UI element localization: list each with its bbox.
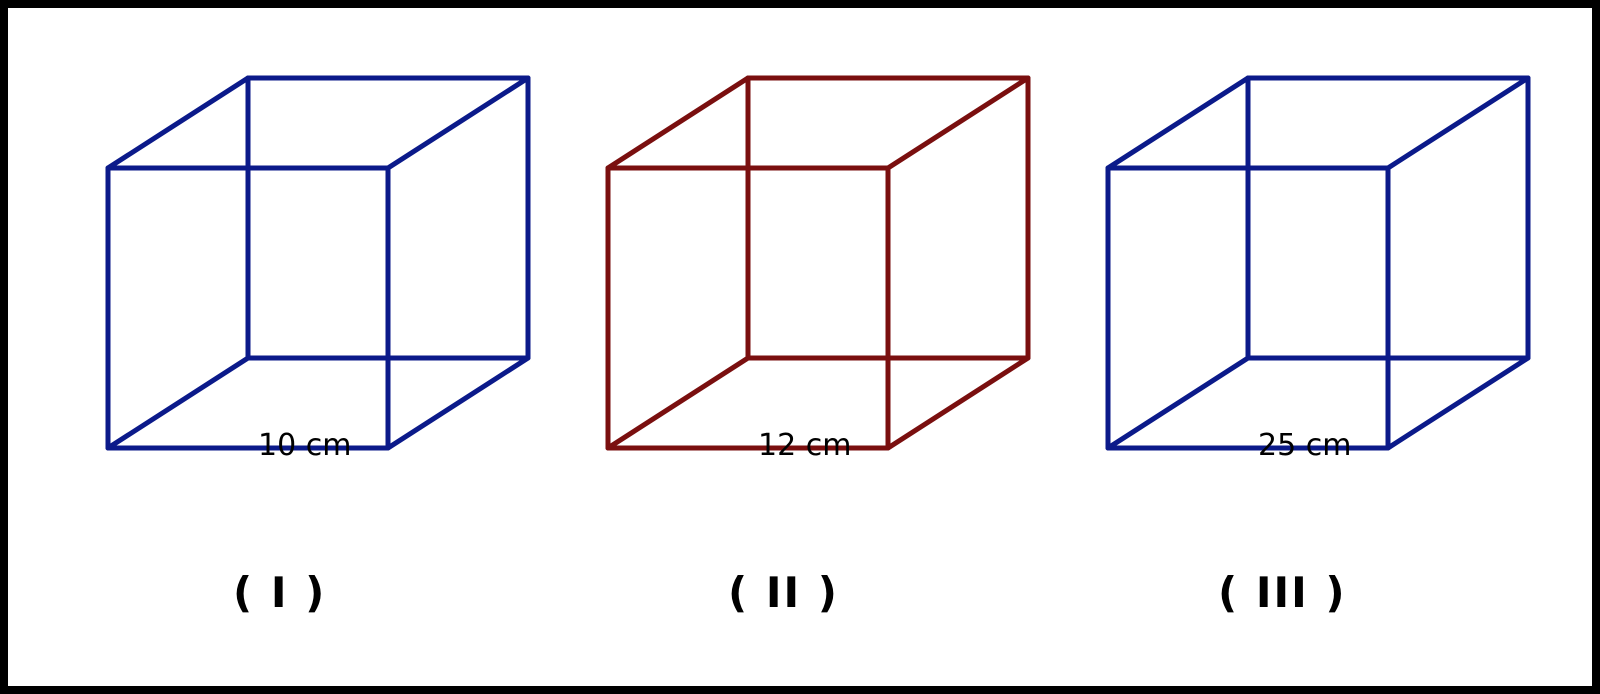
cube-3-roman: ( III ) [1218,568,1347,617]
cube-2-roman: ( II ) [728,568,839,617]
figure-frame: 10 cm ( I ) 12 cm ( II ) 25 cm ( III ) [0,0,1600,694]
cube-2-dimension: 12 cm [758,428,851,463]
cube-3 [1098,68,1538,468]
cube-2 [598,68,1038,468]
cube-1-dimension: 10 cm [258,428,351,463]
cube-1 [98,68,538,468]
cube-3-dimension: 25 cm [1258,428,1351,463]
cube-1-roman: ( I ) [233,568,326,617]
